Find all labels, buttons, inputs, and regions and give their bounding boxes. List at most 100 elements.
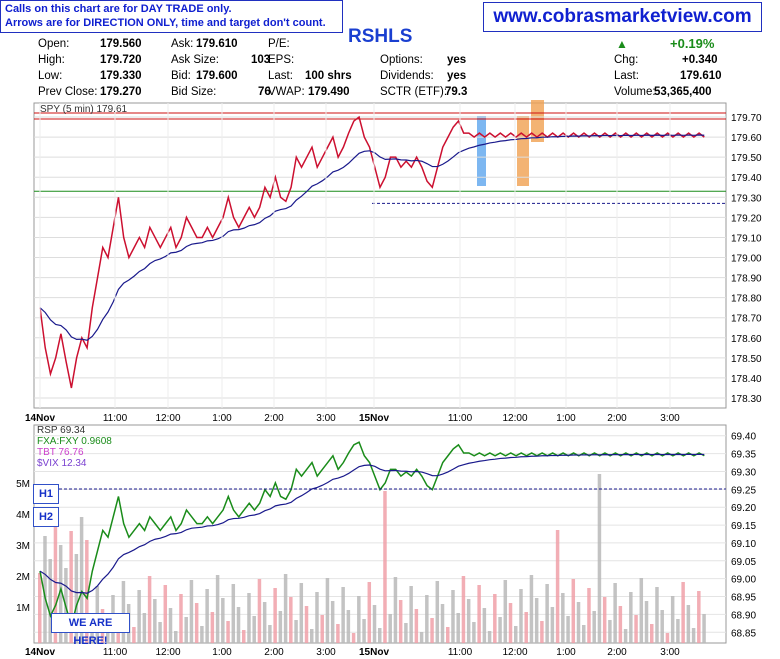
volume-bar — [524, 612, 528, 643]
we-are-here-label: WE ARE HERE! — [51, 613, 130, 647]
volume-y-tick: 1M — [16, 603, 30, 614]
volume-bar — [372, 605, 377, 643]
volume-bar — [540, 621, 544, 643]
volume-bar — [236, 607, 241, 643]
volume-bar — [686, 605, 691, 643]
volume-bar — [440, 604, 445, 643]
legend-vix: $VIX 12.34 — [37, 458, 87, 469]
volume-bar — [351, 633, 356, 643]
ask-size-value: 103 — [251, 54, 271, 66]
volume-bar — [273, 588, 277, 643]
volume-bar — [472, 622, 476, 643]
bid-value: 179.600 — [196, 70, 238, 82]
open-value: 179.560 — [100, 38, 142, 50]
volume-bar — [393, 577, 398, 643]
volume-bar — [534, 598, 539, 643]
volume-bar — [242, 630, 246, 643]
volume-bar — [398, 600, 403, 643]
volume-bar — [613, 583, 617, 643]
price-x-tick: 2:00 — [607, 413, 627, 424]
orange-zone-1 — [517, 116, 529, 186]
volume-bar — [142, 613, 147, 643]
volume-bar — [414, 609, 419, 643]
volume-bar — [79, 517, 84, 643]
volume-bar — [508, 603, 513, 643]
indicator-y-tick: 69.40 — [731, 432, 756, 443]
price-x-tick: 12:00 — [155, 413, 180, 424]
indicator-x-tick: 2:00 — [264, 647, 284, 658]
up-arrow-icon: ▲ — [616, 37, 628, 51]
volume-bar — [545, 584, 549, 643]
volume-bar — [639, 578, 644, 643]
volume-bar — [205, 589, 209, 643]
h2-label: H2 — [33, 507, 59, 527]
sctr-label: SCTR (ETF): — [380, 86, 448, 98]
price-x-tick: 15Nov — [359, 413, 389, 424]
prev-close-label: Prev Close: — [38, 86, 98, 98]
volume-bar — [69, 531, 73, 643]
volume-bar — [650, 624, 654, 643]
price-grid — [34, 116, 726, 399]
indicator-y-tick: 69.00 — [731, 575, 756, 586]
volume-bar — [215, 575, 220, 643]
volume-bar — [576, 602, 581, 643]
volume-bar — [367, 582, 372, 643]
volume-bar — [336, 624, 340, 643]
volume-bar — [174, 631, 178, 643]
volume-bar — [498, 617, 502, 643]
volume-bar — [132, 627, 136, 643]
volume-bar — [487, 631, 492, 643]
low-label: Low: — [38, 70, 63, 82]
price-y-tick: 179.10 — [731, 233, 762, 244]
options-value: yes — [447, 54, 467, 66]
price-x-ticks: 14Nov 11:00 12:00 1:00 2:00 3:00 15Nov 11:00 12:… — [25, 103, 680, 424]
price-y-tick: 179.50 — [731, 153, 762, 164]
volume-bar — [330, 601, 335, 643]
volume-bar — [383, 491, 387, 643]
low-value: 179.330 — [100, 70, 142, 82]
volume-bar — [571, 579, 576, 643]
indicator-x-tick: 1:00 — [556, 647, 576, 658]
volume-bar — [555, 530, 560, 643]
chg-value: +0.340 — [682, 54, 718, 66]
volume-bar — [629, 592, 633, 643]
volume-y-tick: 5M — [16, 479, 30, 490]
volume-bar — [409, 586, 413, 643]
ask-size-label: Ask Size: — [171, 54, 219, 66]
site-url[interactable]: www.cobrasmarketview.com — [483, 2, 762, 32]
price-x-tick: 2:00 — [264, 413, 284, 424]
indicator-y-ticks: 69.40 69.35 69.30 69.25 69.20 69.15 69.10 69.05… — [731, 432, 756, 640]
volume-bar — [189, 580, 194, 643]
volume-bar — [184, 617, 188, 643]
indicator-y-tick: 69.35 — [731, 450, 756, 461]
volume-bar — [618, 606, 623, 643]
volume-label: Volume: — [614, 86, 656, 98]
spy-price-line — [39, 115, 705, 389]
volume-bar — [147, 576, 152, 643]
last-size-value: 100 shrs — [305, 70, 352, 82]
price-y-tick: 179.60 — [731, 133, 762, 144]
volume-bar — [137, 590, 141, 643]
price-y-tick: 178.70 — [731, 314, 762, 325]
price-y-tick: 178.40 — [731, 374, 762, 385]
price-y-tick: 179.20 — [731, 213, 762, 224]
dividends-label: Dividends: — [380, 70, 434, 82]
indicator-y-tick: 69.25 — [731, 485, 756, 496]
volume-y-tick: 4M — [16, 510, 30, 521]
volume-bar — [514, 626, 518, 643]
volume-bar — [357, 596, 361, 643]
indicator-y-tick: 69.05 — [731, 557, 756, 568]
notice-line-1: Calls on this chart are for DAY TRADE on… — [5, 3, 232, 15]
volume-bar — [634, 615, 638, 643]
indicator-x-tick: 11:00 — [103, 647, 128, 658]
indicator-y-tick: 68.85 — [731, 628, 756, 639]
volume-bar — [561, 593, 565, 643]
ticker-symbol: RSHLS — [348, 26, 413, 47]
volume-bar — [446, 627, 450, 643]
volume-bar — [566, 616, 570, 643]
pe-label: P/E: — [268, 38, 290, 50]
price-y-ticks: 179.70 179.60 179.50 179.40 179.30 179.20 179.… — [731, 113, 762, 405]
last-label: Last: — [614, 70, 639, 82]
volume-bar — [697, 591, 701, 643]
price-y-tick: 179.00 — [731, 254, 762, 265]
